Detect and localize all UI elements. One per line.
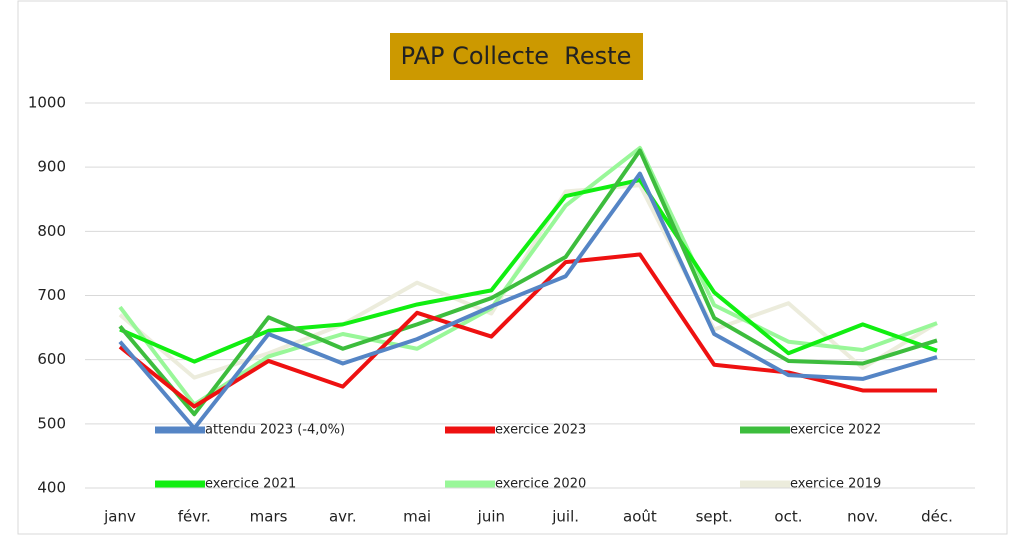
x-tick-label: déc. (921, 508, 953, 526)
x-tick-label: avr. (329, 508, 357, 526)
title-box (390, 33, 643, 80)
chart-title: PAP Collecte Reste (401, 42, 632, 70)
y-tick-label: 400 (37, 479, 66, 497)
legend-label: exercice 2019 (790, 477, 881, 492)
y-tick-label: 900 (37, 158, 66, 176)
legend-label: attendu 2023 (-4,0%) (205, 423, 345, 438)
y-tick-label: 500 (37, 414, 66, 432)
y-tick-label: 800 (37, 222, 66, 240)
chart-frame (17, 0, 1008, 535)
series-line (118, 171, 938, 431)
x-tick-label: sept. (696, 508, 733, 526)
x-tick-label: juin (477, 508, 505, 526)
legend-label: exercice 2023 (495, 423, 586, 438)
legend-label: exercice 2021 (205, 477, 296, 492)
series-line (119, 178, 938, 364)
x-tick-label: juil. (551, 508, 579, 526)
x-tick-label: févr. (178, 508, 211, 526)
x-tick-label: oct. (774, 508, 802, 526)
series-line (118, 148, 938, 417)
x-tick-label: janv (103, 508, 136, 526)
series-line (118, 145, 938, 407)
series-line (118, 183, 939, 380)
y-tick-label: 1000 (28, 94, 66, 112)
y-tick-label: 600 (37, 350, 66, 368)
legend-label: exercice 2022 (790, 423, 881, 438)
x-tick-label: août (623, 508, 657, 526)
x-tick-label: nov. (847, 508, 878, 526)
x-tick-label: mars (250, 508, 288, 526)
x-tick-label: mai (403, 508, 431, 526)
legend-label: exercice 2020 (495, 477, 586, 492)
y-tick-label: 700 (37, 286, 66, 304)
